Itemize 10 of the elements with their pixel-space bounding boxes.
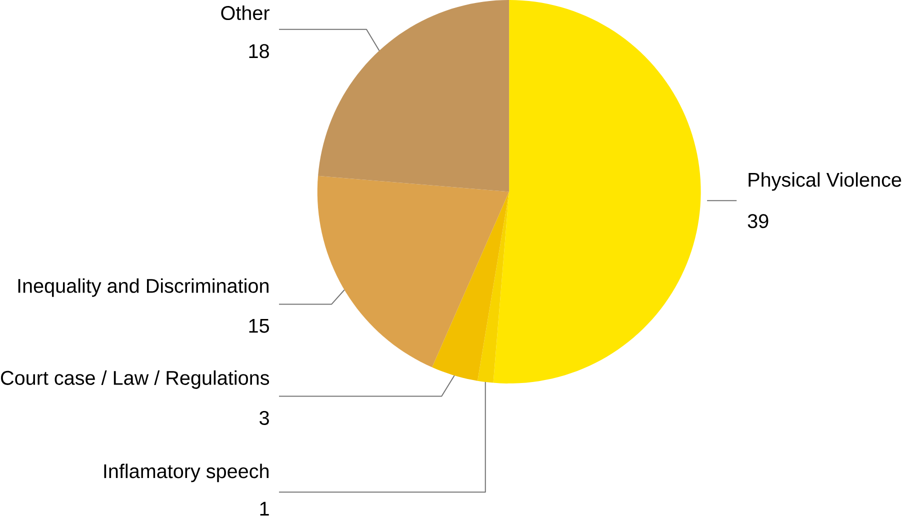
slice-label: Physical Violence — [748, 172, 902, 191]
slice-label: Other — [221, 6, 270, 20]
data-label: 15 — [249, 319, 269, 334]
data-label: 3 — [260, 411, 269, 426]
data-label: 39 — [748, 214, 768, 228]
data-label: 1 — [260, 502, 269, 516]
slice-label: Court case / Law / Regulations — [1, 370, 270, 390]
data-label: 18 — [249, 44, 269, 58]
slice-label: Inflamatory speech — [104, 464, 268, 482]
slice-label: Inequality and Discrimination — [18, 278, 268, 298]
